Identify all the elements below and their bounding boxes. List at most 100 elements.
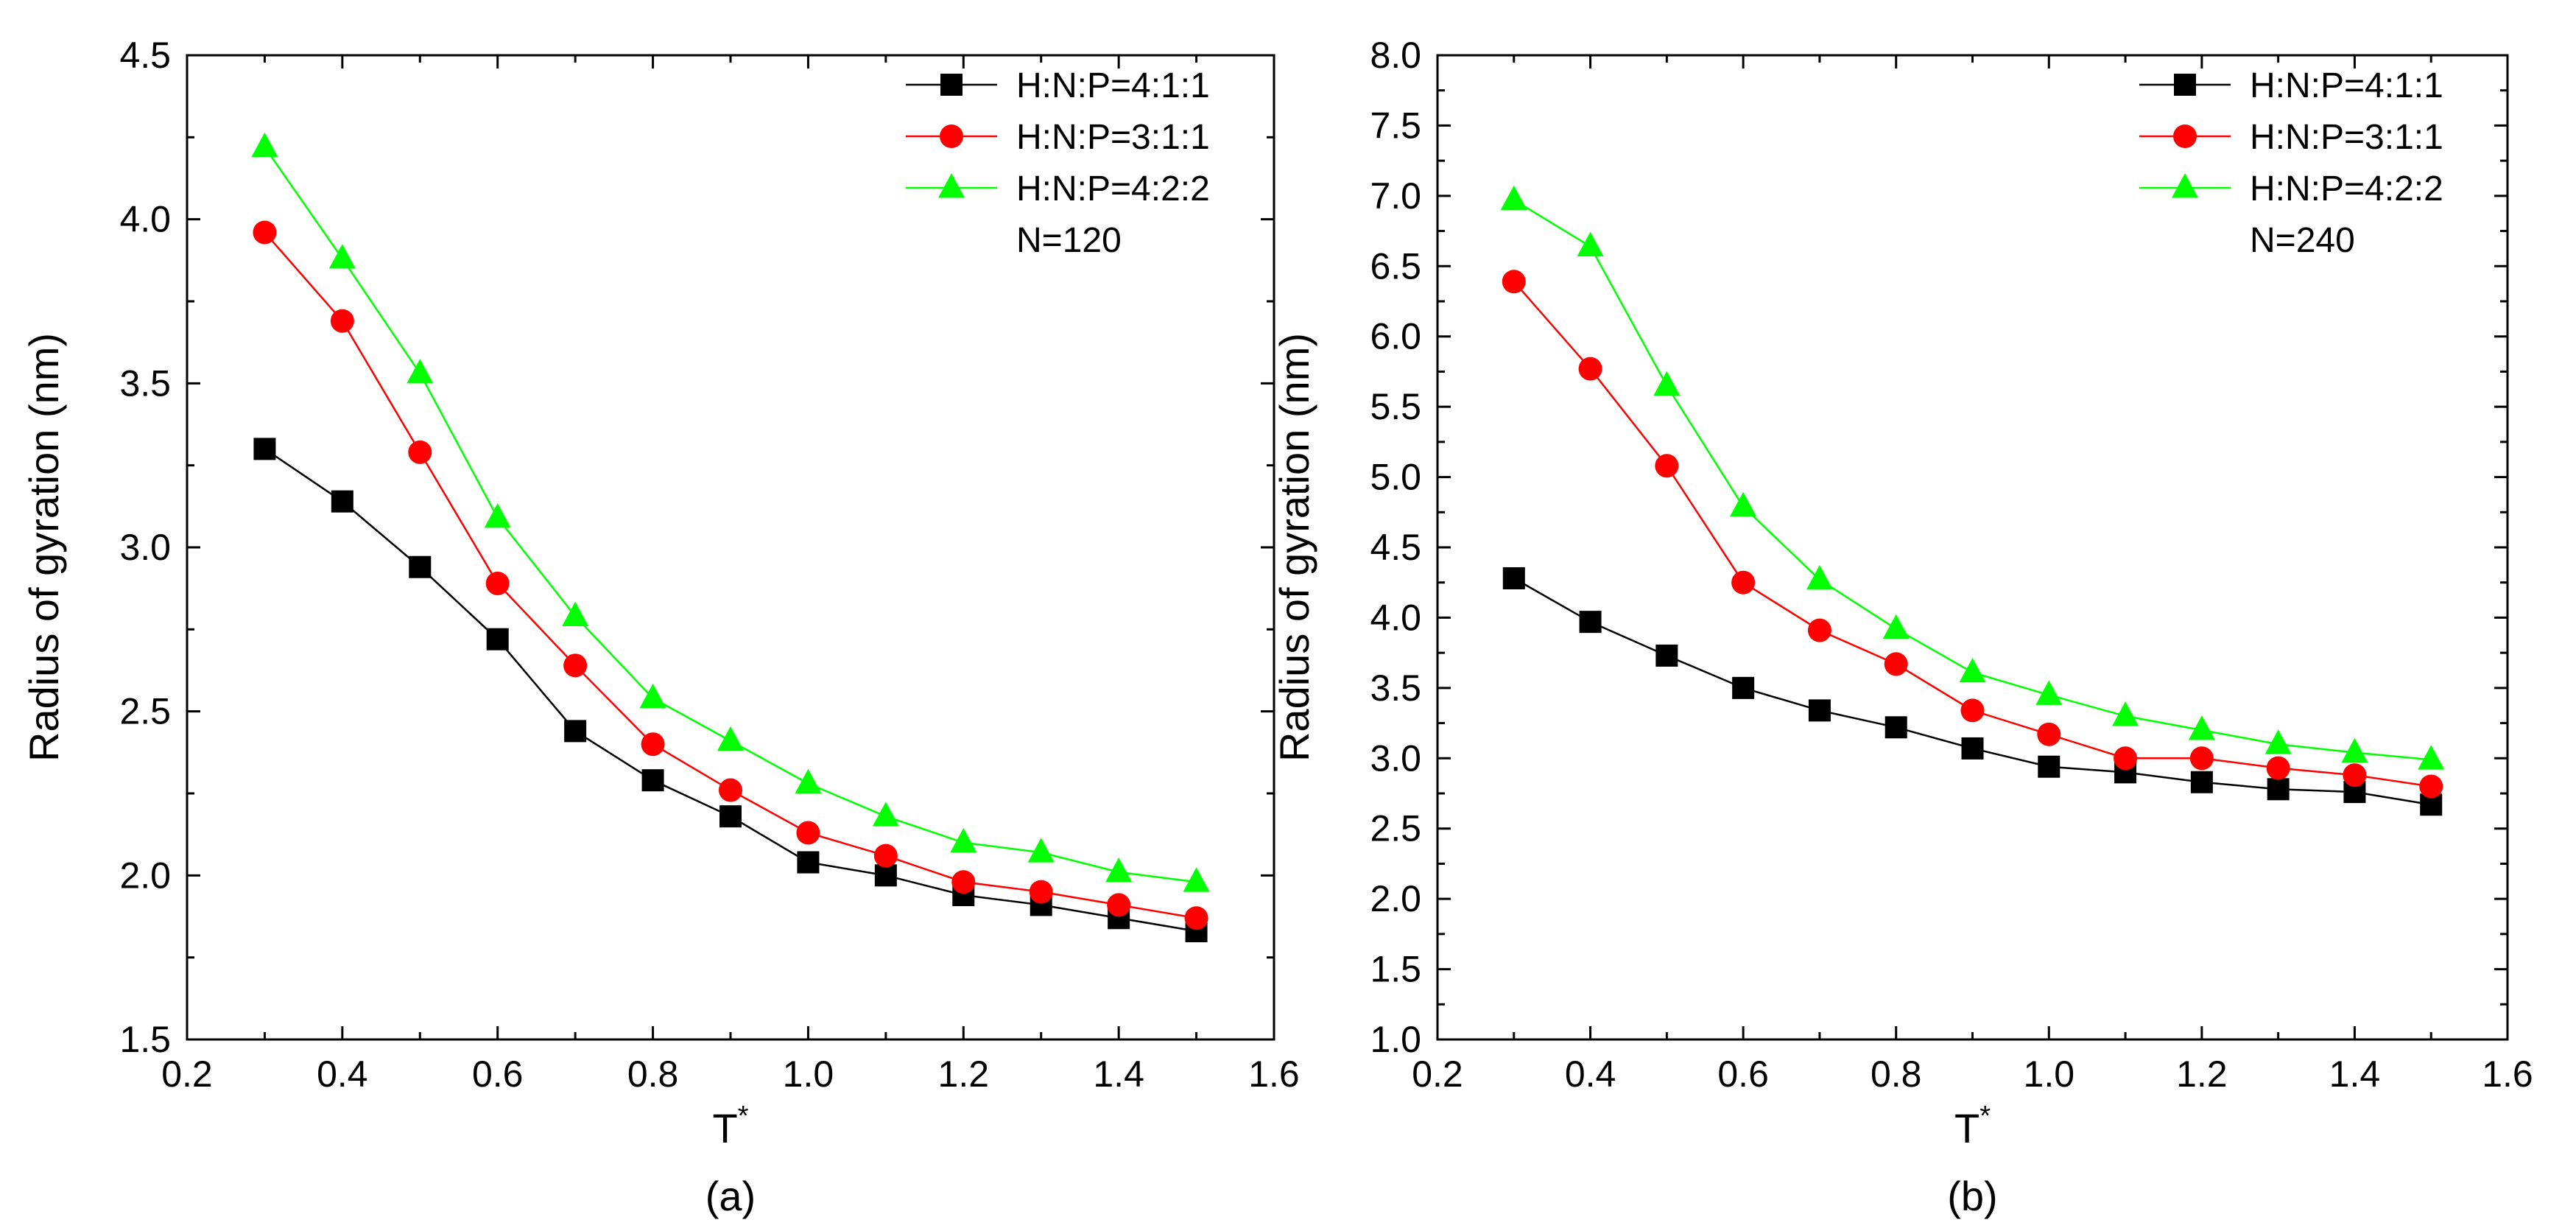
- data-point: [1500, 185, 1527, 211]
- x-tick-label: 1.4: [1093, 1053, 1144, 1095]
- panel-label: (a): [705, 1173, 756, 1219]
- data-point: [797, 851, 820, 874]
- data-point: [1653, 371, 1681, 396]
- y-tick-label: 1.5: [119, 1019, 171, 1060]
- data-point: [2037, 722, 2061, 746]
- data-point: [1959, 658, 1986, 683]
- y-tick-label: 2.5: [119, 691, 171, 732]
- data-point: [2189, 746, 2214, 771]
- data-point: [2035, 680, 2063, 705]
- legend-marker: [2174, 74, 2196, 96]
- data-point: [717, 726, 744, 751]
- data-point: [1655, 644, 1678, 667]
- data-point: [795, 768, 822, 794]
- y-tick-label: 4.0: [119, 199, 171, 240]
- x-tick-label: 1.0: [2024, 1053, 2075, 1095]
- data-point: [1961, 737, 1984, 760]
- data-point: [484, 503, 511, 528]
- data-point: [408, 440, 432, 464]
- series-line: [264, 448, 1197, 933]
- data-point: [1882, 614, 1910, 639]
- x-tick-label: 0.2: [1412, 1053, 1463, 1095]
- data-point: [2114, 746, 2138, 771]
- legend-label: H:N:P=4:1:1: [1016, 66, 1210, 105]
- x-tick-label: 1.6: [1248, 1053, 1300, 1095]
- x-axis-title: T*: [1954, 1101, 1991, 1151]
- y-axis-title: Radius of gyration (nm): [21, 333, 67, 762]
- legend-label: H:N:P=4:2:2: [1016, 169, 1210, 208]
- data-point: [1885, 716, 1907, 739]
- data-point: [951, 870, 976, 894]
- data-point: [1184, 906, 1208, 930]
- x-tick-label: 0.8: [1871, 1053, 1922, 1095]
- y-tick-label: 4.5: [1370, 527, 1421, 568]
- legend-marker: [2173, 124, 2197, 148]
- data-point: [639, 684, 666, 709]
- data-point: [641, 769, 664, 792]
- data-point: [1806, 565, 1833, 590]
- data-point: [1029, 880, 1053, 904]
- legend-marker: [940, 124, 963, 148]
- data-point: [486, 628, 509, 650]
- data-point: [409, 555, 432, 578]
- y-tick-label: 3.5: [1370, 667, 1421, 709]
- legend-marker: [940, 74, 963, 96]
- legend-marker: [2172, 173, 2198, 198]
- y-tick-label: 6.5: [1370, 245, 1421, 287]
- data-point: [1579, 611, 1602, 634]
- x-tick-label: 1.2: [2176, 1053, 2228, 1095]
- data-point: [328, 244, 356, 269]
- y-tick-label: 8.0: [1370, 35, 1421, 76]
- y-tick-label: 1.5: [1370, 949, 1421, 990]
- data-point: [1027, 838, 1055, 863]
- data-point: [1807, 618, 1831, 642]
- annotation: N=240: [2250, 221, 2355, 260]
- legend-label: H:N:P=3:1:1: [1016, 118, 1210, 157]
- data-point: [1183, 867, 1210, 892]
- data-point: [2038, 755, 2061, 778]
- data-point: [1731, 570, 1756, 595]
- y-tick-label: 3.5: [119, 362, 171, 404]
- x-tick-label: 0.2: [161, 1053, 213, 1095]
- data-point: [253, 438, 276, 460]
- data-point: [1105, 858, 1133, 883]
- x-tick-label: 0.4: [1565, 1053, 1616, 1095]
- legend-label: H:N:P=3:1:1: [2250, 118, 2443, 157]
- y-tick-label: 4.0: [1370, 597, 1421, 638]
- x-tick-label: 0.6: [472, 1053, 524, 1095]
- y-tick-label: 3.0: [1370, 737, 1421, 779]
- data-point: [2190, 771, 2213, 793]
- data-point: [874, 864, 897, 887]
- data-point: [873, 844, 898, 868]
- data-point: [2264, 729, 2292, 754]
- annotation: N=120: [1016, 221, 1122, 260]
- data-point: [1960, 698, 1985, 723]
- data-point: [1884, 652, 1908, 676]
- series-line: [1513, 577, 2432, 806]
- x-tick-label: 1.2: [938, 1053, 990, 1095]
- data-point: [2188, 715, 2215, 740]
- panel-a: 0.2 0.4 0.6 0.8 1.0 1.2 1.4 1.6 1.5 2.0 2.5 3.0 3.5 4…: [21, 35, 1300, 1219]
- data-point: [796, 821, 820, 845]
- data-point: [2267, 778, 2290, 801]
- panel-label: (b): [1947, 1173, 1997, 1219]
- data-point: [719, 778, 742, 802]
- y-tick-label: 7.5: [1370, 105, 1421, 146]
- data-point: [641, 732, 665, 757]
- data-point: [1577, 231, 1604, 257]
- y-tick-label: 5.0: [1370, 457, 1421, 498]
- x-axis-title: T*: [712, 1101, 748, 1151]
- data-point: [950, 827, 977, 853]
- data-point: [1107, 893, 1131, 917]
- y-tick-label: 5.5: [1370, 386, 1421, 427]
- data-point: [2266, 756, 2290, 780]
- data-point: [407, 359, 434, 384]
- data-point: [330, 309, 354, 333]
- data-point: [1730, 491, 1757, 517]
- data-point: [2112, 701, 2139, 726]
- x-tick-label: 0.8: [627, 1053, 679, 1095]
- y-tick-label: 3.0: [119, 527, 171, 568]
- data-point: [2343, 763, 2367, 788]
- data-point: [1655, 454, 1679, 478]
